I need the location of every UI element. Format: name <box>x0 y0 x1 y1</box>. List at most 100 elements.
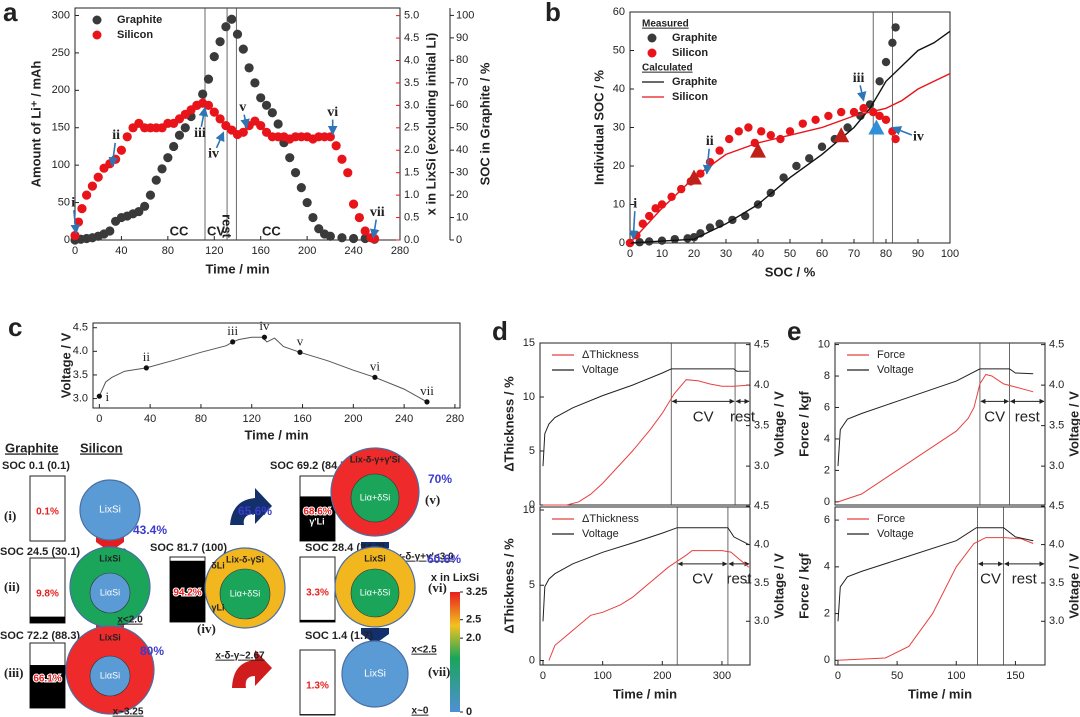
state-roman: (vi) <box>428 580 447 595</box>
phase-label: rest <box>1015 408 1041 425</box>
y2-axis-label: Voltage / V <box>771 391 786 457</box>
data-point <box>683 234 692 243</box>
x-tick-label: 80 <box>162 245 174 257</box>
shell-label: LixSi <box>99 553 121 563</box>
data-point <box>250 78 260 88</box>
y-axis-label: Amount of Li⁺ / mAh <box>28 61 43 188</box>
data-point <box>273 119 283 129</box>
data-point <box>232 29 243 39</box>
legend-label: Silicon <box>117 29 153 41</box>
point-label: vi <box>370 358 381 373</box>
graphite-percent: 9.8% <box>36 588 59 599</box>
data-point <box>348 233 359 244</box>
data-point <box>230 339 236 345</box>
silicon-percent: 70% <box>428 472 452 486</box>
legend-symbol <box>92 15 102 25</box>
y-tick-label: 8 <box>824 370 830 382</box>
y-tick-label: 2 <box>824 464 830 476</box>
y2-tick-label: 4.5 <box>754 339 769 351</box>
graphite-percent: 94.2% <box>173 587 201 598</box>
x-tick-label: 280 <box>446 413 464 425</box>
graphite-percent: 0.1% <box>36 506 59 517</box>
y2-axis-label: Voltage / V <box>1066 553 1080 619</box>
y-tick-label: 0 <box>619 237 625 249</box>
triangle-marker <box>868 119 885 135</box>
data-line <box>837 537 1034 661</box>
y-tick-label: 10 <box>523 504 535 516</box>
plot-frame <box>539 506 751 666</box>
legend-title: Measured <box>642 19 689 30</box>
data-line <box>837 527 1034 622</box>
panel-label: a <box>3 0 18 27</box>
arrow <box>361 628 389 644</box>
annotation-label: iii <box>853 71 865 86</box>
point-label: iv <box>259 318 270 333</box>
y2-tick-label: 4.0 <box>404 54 419 66</box>
core-label: Liα+δSi <box>230 588 260 598</box>
data-point <box>221 22 231 32</box>
annotation-label: ii <box>706 134 714 149</box>
y2-tick-label: 3.5 <box>754 420 769 432</box>
annotation-label: i <box>633 196 637 211</box>
panel-label: e <box>787 316 801 346</box>
data-point <box>267 108 277 118</box>
phase-label: rest <box>726 571 752 588</box>
plot-frame <box>539 342 751 506</box>
data-point <box>875 111 884 121</box>
triangle-marker <box>750 142 766 158</box>
colorbar-title: x in LixSi <box>431 572 479 584</box>
phase-label: CC <box>262 223 281 238</box>
y-tick-label: 15 <box>523 337 535 349</box>
annotation-arrow <box>215 131 225 149</box>
data-point <box>651 204 660 213</box>
graphite-fill <box>30 616 65 623</box>
graphite-box <box>29 557 66 624</box>
core-label: Liα+δSi <box>360 587 390 597</box>
data-point <box>766 131 775 140</box>
x-tick-label: 80 <box>880 248 892 260</box>
plot-frame <box>834 342 1046 506</box>
data-line <box>543 379 749 506</box>
data-point <box>891 134 900 144</box>
x-tick-label: 30 <box>720 248 732 260</box>
data-point <box>77 203 87 214</box>
data-point <box>87 181 98 191</box>
x-tick-label: 0 <box>540 670 546 682</box>
annotation-label: iv <box>913 130 924 145</box>
y-tick-label: 40 <box>613 83 625 95</box>
graphite-fill <box>300 496 335 541</box>
annotation-arrow <box>857 85 867 102</box>
core-label: LiαSi <box>100 587 120 597</box>
y2-tick-label: 4.5 <box>1049 500 1064 512</box>
data-point <box>70 230 80 241</box>
panel-label: c <box>8 312 22 342</box>
annotation-arrow <box>702 148 713 175</box>
data-point <box>667 192 676 201</box>
x-tick-label: 90 <box>912 248 924 260</box>
point-label: iii <box>227 323 238 338</box>
graphite-percent: 68.6% <box>303 506 331 517</box>
y3-tick-label: 30 <box>456 167 468 179</box>
y3-tick-label: 50 <box>456 122 468 134</box>
y-tick-label: 60 <box>613 6 625 18</box>
arrow <box>232 650 272 688</box>
y2-tick-label: 2.5 <box>404 122 419 134</box>
soc-label: SOC 69.2 (84.7) <box>270 460 350 472</box>
state-note: x-δ-γ~2.67 <box>215 651 265 662</box>
column-header: Silicon <box>80 440 123 455</box>
y2-tick-label: 5.0 <box>404 10 419 22</box>
y2-tick-label: 1.5 <box>404 167 419 179</box>
silicon-percent: 60.6% <box>427 552 461 566</box>
data-point <box>348 199 359 209</box>
y-tick-label: 2 <box>824 607 830 619</box>
legend-label: Force <box>877 513 905 525</box>
state-roman: (iv) <box>197 621 216 636</box>
data-point <box>325 132 335 142</box>
y2-tick-label: 0.5 <box>404 211 419 223</box>
data-point <box>757 127 766 136</box>
y-tick-label: 300 <box>52 9 70 21</box>
data-point <box>811 115 820 125</box>
y-tick-label: 5 <box>529 445 535 457</box>
data-point <box>116 145 127 155</box>
data-point <box>198 89 208 99</box>
